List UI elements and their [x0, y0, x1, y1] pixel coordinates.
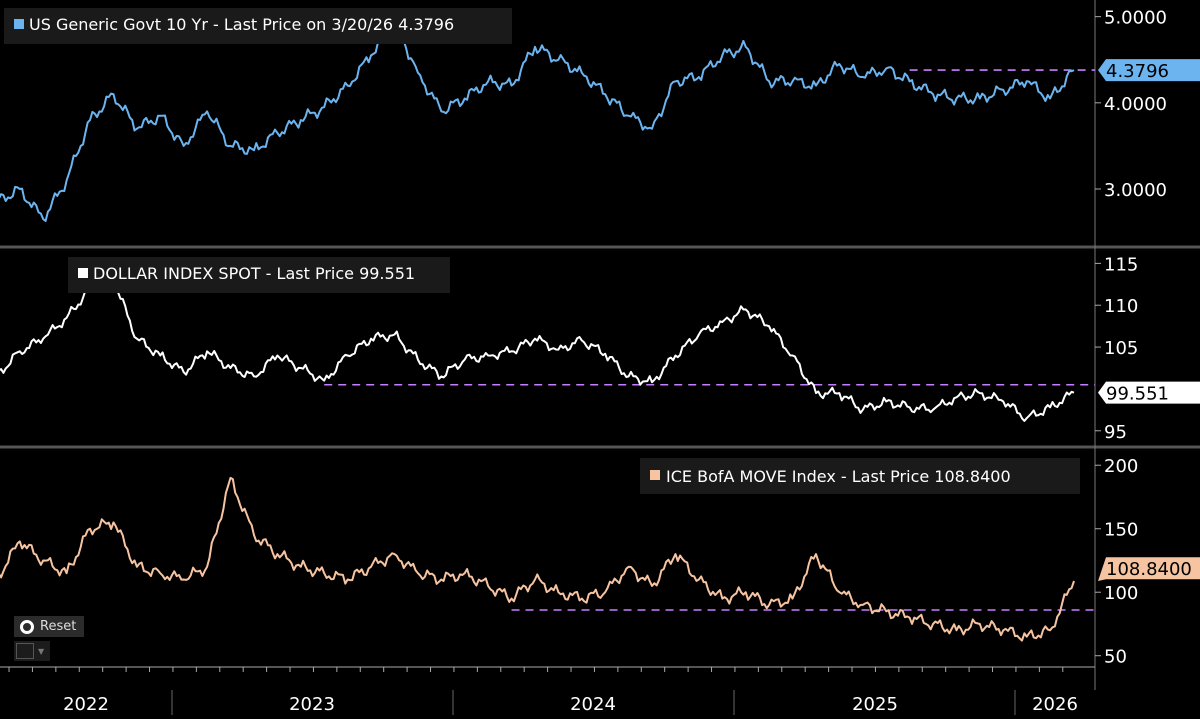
- y-tick-label: 105: [1104, 338, 1138, 359]
- legend-swatch-move: [650, 470, 660, 480]
- x-tick-label: 2023: [289, 694, 335, 715]
- y-tick-label: 3.0000: [1104, 180, 1167, 201]
- legend-dxy: DOLLAR INDEX SPOT - Last Price 99.551: [93, 264, 415, 283]
- y-tick-label: 200: [1104, 456, 1138, 477]
- last-price-label: 99.551: [1106, 384, 1169, 405]
- y-tick-label: 95: [1104, 422, 1127, 443]
- y-tick-label: 4.0000: [1104, 94, 1167, 115]
- y-tick-label: 115: [1104, 254, 1138, 275]
- series-line: [0, 476, 1075, 642]
- x-tick-label: 2025: [852, 694, 898, 715]
- series-line: [0, 20, 1075, 222]
- legend-move: ICE BofA MOVE Index - Last Price 108.840…: [666, 467, 1011, 486]
- chart-type-dropdown[interactable]: ▼: [14, 641, 50, 661]
- series-line: [0, 277, 1075, 422]
- y-tick-label: 100: [1104, 583, 1138, 604]
- y-tick-label: 150: [1104, 520, 1138, 541]
- x-tick-label: 2022: [63, 694, 109, 715]
- x-tick-label: 2026: [1032, 694, 1078, 715]
- legend-box-10y: [4, 8, 512, 44]
- reset-button[interactable]: Reset: [14, 616, 85, 637]
- last-price-tag: [1098, 557, 1200, 581]
- last-price-tag: [1098, 59, 1200, 82]
- last-price-tag: [1098, 381, 1200, 404]
- legend-swatch-10y: [14, 19, 24, 29]
- legend-swatch-dxy: [78, 268, 88, 278]
- y-tick-label: 5.0000: [1104, 8, 1167, 29]
- legend-box-dxy: [68, 257, 450, 293]
- reset-icon: [20, 619, 34, 634]
- caret-down-icon: ▼: [38, 646, 45, 656]
- last-price-label: 108.8400: [1106, 559, 1192, 580]
- last-price-label: 4.3796: [1106, 61, 1169, 82]
- legend-box-move: [640, 458, 1080, 494]
- legend-10y: US Generic Govt 10 Yr - Last Price on 3/…: [29, 15, 454, 34]
- line-chart-icon: [16, 643, 34, 659]
- reset-label: Reset: [40, 619, 77, 634]
- y-tick-label: 110: [1104, 296, 1138, 317]
- x-tick-label: 2024: [570, 694, 616, 715]
- y-tick-label: 50: [1104, 647, 1127, 668]
